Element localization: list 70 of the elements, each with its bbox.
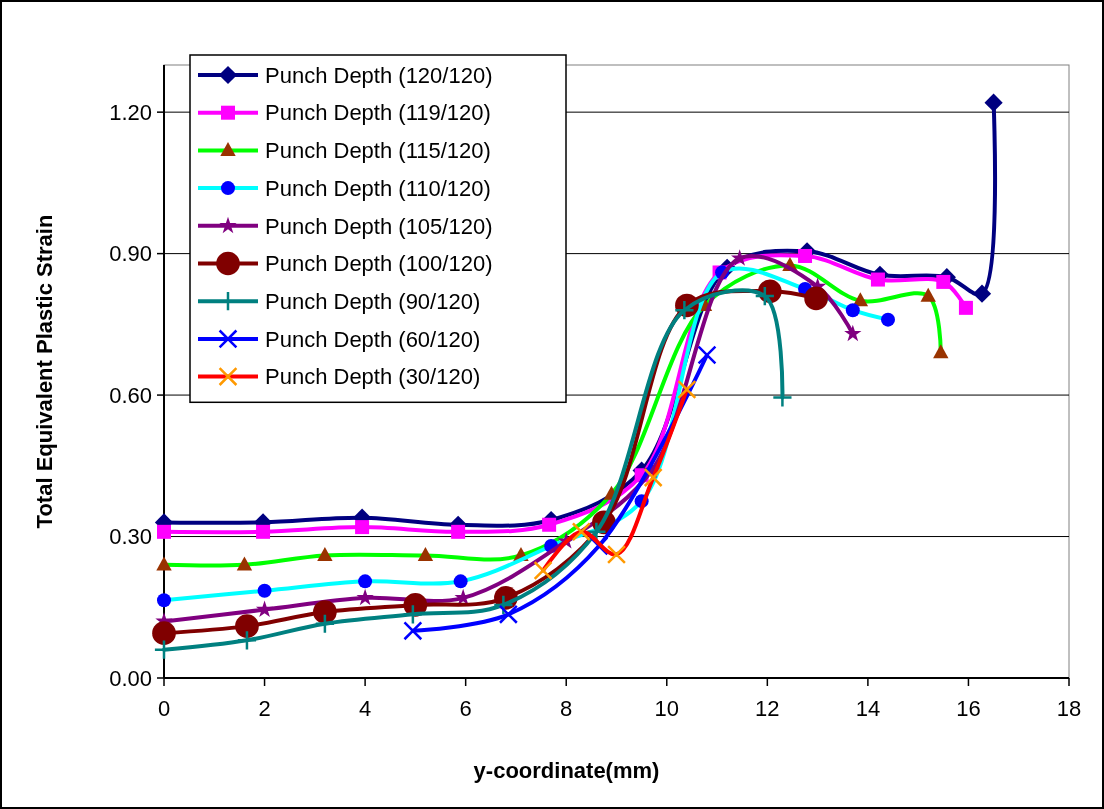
x-tick-label: 16: [956, 696, 981, 721]
legend-label: Punch Depth (120/120): [265, 62, 493, 88]
point: [798, 248, 813, 263]
y-tick-label: 0.60: [109, 382, 152, 408]
point: [356, 588, 374, 606]
point: [358, 574, 373, 589]
point: [493, 594, 514, 616]
x-tick-label: 2: [258, 696, 271, 721]
y-tick-label: 1.20: [109, 99, 152, 125]
point: [235, 614, 259, 638]
point: [533, 560, 553, 581]
point: [643, 467, 663, 488]
legend-label: Punch Depth (115/120): [265, 138, 491, 164]
point: [156, 556, 172, 571]
point: [697, 345, 717, 365]
x-tick-label: 14: [855, 696, 881, 721]
x-tick-label: 10: [654, 696, 680, 721]
y-tick-label: 0.00: [109, 665, 152, 691]
legend-label: Punch Depth (90/120): [265, 288, 481, 314]
point: [972, 284, 992, 303]
point: [152, 621, 176, 646]
y-tick-label: 0.90: [109, 241, 152, 267]
point: [804, 286, 828, 311]
legend-label: Punch Depth (100/120): [265, 251, 493, 277]
x-tick-label: 18: [1056, 696, 1082, 721]
x-axis-title: y-coordinate(mm): [473, 758, 660, 783]
point: [984, 93, 1003, 112]
legend-label: Punch Depth (60/120): [265, 326, 481, 352]
point: [844, 324, 862, 342]
point: [958, 300, 973, 315]
point: [881, 312, 895, 327]
point: [355, 520, 370, 535]
point: [157, 593, 171, 608]
x-tick-label: 12: [755, 696, 780, 721]
point: [317, 547, 333, 561]
legend-label: Punch Depth (30/120): [265, 364, 481, 390]
point: [870, 272, 885, 287]
x-tick-label: 0: [157, 696, 171, 721]
point: [920, 287, 936, 302]
point: [933, 344, 949, 359]
x-tick-label: 6: [459, 696, 472, 721]
point: [451, 524, 466, 539]
point: [677, 379, 697, 400]
point: [498, 604, 519, 624]
y-axis-title: Total Equivalent Plastic Strain: [32, 214, 57, 529]
point: [314, 613, 336, 635]
point: [754, 285, 776, 307]
point: [936, 274, 951, 289]
point: [403, 621, 423, 641]
legend-label: Punch Depth (110/120): [265, 175, 491, 201]
legend-label: Punch Depth (105/120): [265, 213, 493, 239]
point: [845, 303, 860, 318]
point: [542, 517, 557, 532]
point: [255, 600, 274, 617]
point: [157, 524, 171, 539]
point: [571, 522, 591, 542]
x-tick-label: 8: [560, 696, 573, 721]
point: [236, 629, 258, 651]
point: [453, 574, 468, 589]
point: [313, 600, 337, 624]
point: [417, 547, 434, 561]
point: [236, 556, 253, 571]
point: [606, 544, 627, 565]
y-tick-label: 0.30: [109, 524, 152, 550]
legend-label: Punch Depth (119/120): [265, 100, 491, 126]
point: [402, 603, 424, 625]
point: [256, 524, 271, 539]
point: [257, 583, 272, 598]
x-tick-label: 4: [358, 696, 372, 721]
point: [674, 299, 695, 321]
